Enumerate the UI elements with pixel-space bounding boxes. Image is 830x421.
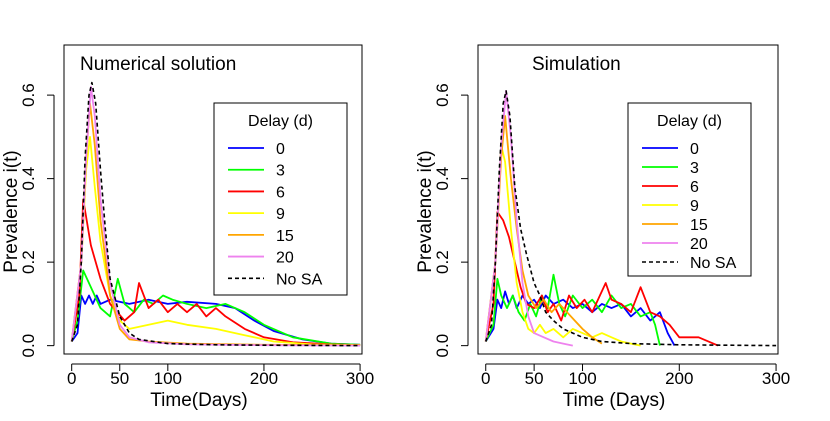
legend-label: 3	[276, 163, 285, 180]
legend-label: 0	[690, 141, 699, 158]
x-tick-label: 200	[250, 369, 278, 388]
series-line-3	[484, 273, 661, 346]
y-axis-title: Prevalence i(t)	[1, 150, 22, 273]
legend-label: 20	[690, 236, 708, 253]
series-line-6	[70, 198, 361, 347]
x-axis-title: Time (Days)	[563, 390, 666, 411]
series-line-0	[70, 294, 361, 346]
x-axis: 0 50 100 200 300	[67, 363, 374, 388]
panel-title: Simulation	[532, 54, 621, 75]
x-tick-label: 100	[568, 369, 596, 388]
legend-title: Delay (d)	[657, 113, 722, 130]
y-tick-label: 0.6	[19, 83, 38, 107]
y-axis: 0.0 0.2 0.4 0.6	[433, 83, 469, 358]
y-tick-label: 0.0	[19, 334, 38, 358]
legend-label: No SA	[690, 255, 737, 272]
legend-label: 9	[276, 206, 285, 223]
legend-label: 15	[690, 217, 708, 234]
chart-panel-1: 0 50 100 200 3000.00.20.40.6Time(Days)Preval…	[1, 44, 374, 411]
y-tick-label: 0.2	[19, 250, 38, 274]
y-axis: 0.0 0.2 0.4 0.6	[19, 83, 55, 358]
legend-label: 20	[276, 250, 294, 267]
x-tick-label: 0	[67, 369, 76, 388]
series-group	[70, 81, 361, 347]
y-axis-title: Prevalence i(t)	[415, 150, 436, 273]
series-line-no-sa	[70, 81, 361, 347]
plot-frame	[63, 44, 363, 355]
legend-label: 6	[276, 184, 285, 201]
x-axis-title: Time(Days)	[150, 390, 247, 411]
x-tick-label: 0	[481, 369, 490, 388]
x-tick-label: 50	[110, 369, 129, 388]
series-group	[484, 90, 777, 347]
legend-box	[627, 102, 752, 277]
legend: Delay (d) 0 3 6 9 15 20 No SA	[627, 102, 752, 277]
legend-label: 15	[276, 228, 294, 245]
y-tick-label: 0.4	[19, 167, 38, 191]
legend-label: No SA	[276, 271, 323, 288]
x-tick-label: 300	[346, 369, 374, 388]
legend-label: 3	[690, 160, 699, 177]
x-axis: 0 50 100 200 300	[481, 363, 790, 388]
legend-label: 0	[276, 141, 285, 158]
legend-title: Delay (d)	[248, 113, 313, 130]
x-tick-label: 50	[525, 369, 544, 388]
y-tick-label: 0.6	[433, 83, 452, 107]
legend-label: 6	[690, 179, 699, 196]
series-line-9	[70, 136, 361, 347]
x-tick-label: 100	[154, 369, 182, 388]
x-tick-label: 200	[665, 369, 693, 388]
y-tick-label: 0.2	[433, 250, 452, 274]
series-line-15	[484, 115, 603, 345]
legend-label: 9	[690, 198, 699, 215]
series-line-9	[484, 144, 641, 347]
y-tick-label: 0.4	[433, 167, 452, 191]
legend: Delay (d) 0 3 6 9 15 20 No SA	[213, 102, 348, 296]
plot-frame	[477, 44, 779, 355]
x-tick-label: 300	[762, 369, 790, 388]
panel-title: Numerical solution	[80, 54, 236, 75]
legend-box	[213, 102, 348, 296]
y-tick-label: 0.0	[433, 334, 452, 358]
